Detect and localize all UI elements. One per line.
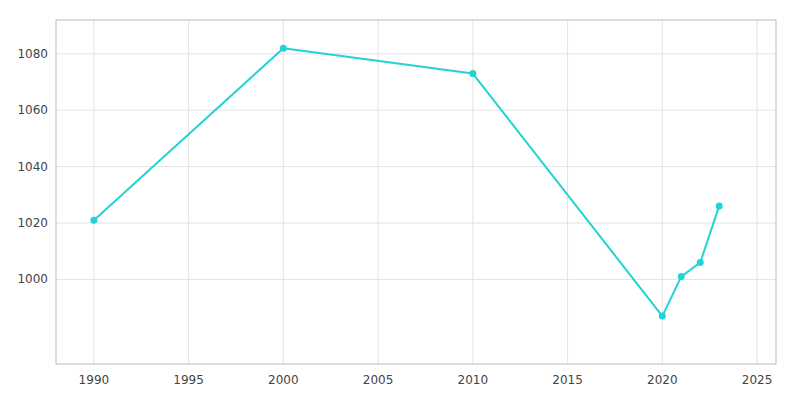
point <box>90 217 97 224</box>
x-tick-label: 2025 <box>742 373 773 387</box>
plot-frame <box>56 20 776 364</box>
point <box>716 203 723 210</box>
line <box>94 48 719 316</box>
x-grid-line <box>93 20 94 364</box>
x-tick-label: 2010 <box>458 373 489 387</box>
y-grid-line <box>56 53 776 54</box>
x-tick-label: 2005 <box>363 373 394 387</box>
x-grid-line <box>662 20 663 364</box>
y-tick-label: 1080 <box>17 47 48 61</box>
point <box>678 273 685 280</box>
y-grid-line <box>56 223 776 224</box>
x-grid-line <box>188 20 189 364</box>
y-grid-line <box>56 110 776 111</box>
x-tick-label: 1990 <box>79 373 110 387</box>
point <box>659 313 666 320</box>
x-tick-label: 2020 <box>647 373 678 387</box>
x-grid-line <box>757 20 758 364</box>
y-tick-label: 1000 <box>17 272 48 286</box>
x-grid-line <box>283 20 284 364</box>
point <box>697 259 704 266</box>
y-tick-label: 1040 <box>17 160 48 174</box>
y-tick-label: 1020 <box>17 216 48 230</box>
x-tick-label: 2000 <box>268 373 299 387</box>
series <box>90 45 722 320</box>
x-tick-label: 1995 <box>173 373 204 387</box>
x-grid-line <box>378 20 379 364</box>
y-grid-line <box>56 279 776 280</box>
x-grid-line <box>567 20 568 364</box>
x-tick-label: 2015 <box>552 373 583 387</box>
point <box>280 45 287 52</box>
chart-container: 1990 1995 2000 2005 2010 2015 2020 2025 1000 1020… <box>0 0 800 400</box>
grid <box>56 20 776 364</box>
point <box>469 70 476 77</box>
chart: 1990 1995 2000 2005 2010 2015 2020 2025 1000 1020… <box>0 0 800 400</box>
y-tick-label: 1060 <box>17 103 48 117</box>
y-grid-line <box>56 166 776 167</box>
